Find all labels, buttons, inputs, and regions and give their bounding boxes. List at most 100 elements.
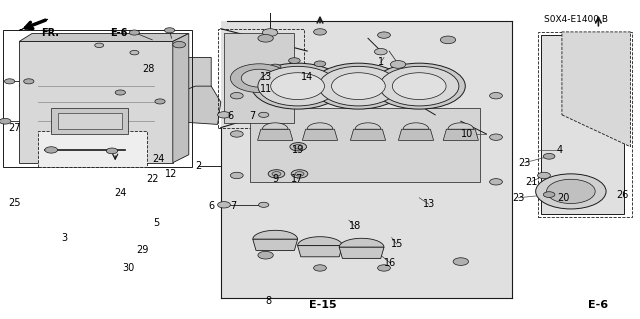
Text: 12: 12	[165, 169, 178, 179]
Circle shape	[440, 36, 456, 44]
Circle shape	[340, 75, 357, 83]
Text: 18: 18	[349, 221, 362, 232]
Polygon shape	[443, 129, 479, 140]
Circle shape	[252, 63, 344, 109]
Text: 23: 23	[518, 158, 531, 168]
Circle shape	[155, 99, 165, 104]
Circle shape	[230, 64, 288, 93]
Polygon shape	[19, 33, 189, 41]
Circle shape	[268, 170, 285, 178]
Text: E-6: E-6	[109, 28, 127, 39]
Polygon shape	[170, 86, 221, 124]
Text: 24: 24	[114, 188, 127, 198]
Polygon shape	[562, 32, 630, 147]
Circle shape	[538, 172, 550, 179]
Text: E-15: E-15	[309, 300, 337, 310]
Polygon shape	[173, 33, 189, 163]
Circle shape	[290, 143, 307, 151]
Circle shape	[312, 63, 404, 109]
Circle shape	[490, 134, 502, 140]
Text: 15: 15	[390, 239, 403, 249]
Bar	[3, 30, 192, 167]
Text: 28: 28	[142, 63, 155, 74]
Circle shape	[258, 34, 273, 42]
Circle shape	[115, 90, 125, 95]
Circle shape	[289, 58, 300, 63]
Polygon shape	[302, 129, 338, 140]
Bar	[541, 35, 624, 214]
Circle shape	[378, 265, 390, 271]
Text: 7: 7	[230, 201, 237, 211]
Circle shape	[390, 61, 406, 68]
Polygon shape	[253, 230, 298, 239]
Text: 11: 11	[259, 84, 272, 94]
Polygon shape	[298, 246, 342, 257]
Circle shape	[314, 29, 326, 35]
Text: 3: 3	[61, 233, 67, 243]
Circle shape	[106, 148, 118, 154]
Polygon shape	[51, 108, 128, 134]
Circle shape	[230, 93, 243, 99]
Text: 23: 23	[512, 193, 525, 203]
Circle shape	[543, 153, 555, 159]
Polygon shape	[19, 70, 131, 99]
Text: 25: 25	[8, 197, 20, 208]
Polygon shape	[298, 237, 342, 246]
Circle shape	[259, 112, 269, 117]
Circle shape	[0, 118, 11, 124]
Circle shape	[130, 50, 139, 55]
Circle shape	[294, 145, 303, 149]
Circle shape	[547, 179, 595, 204]
Circle shape	[271, 73, 324, 100]
Circle shape	[319, 66, 398, 106]
Text: 9: 9	[272, 174, 278, 184]
Circle shape	[314, 61, 326, 67]
Text: FR.: FR.	[42, 28, 60, 39]
Polygon shape	[147, 57, 211, 99]
Text: 2: 2	[195, 161, 202, 171]
Text: 16: 16	[384, 258, 397, 268]
Circle shape	[218, 202, 230, 208]
Text: S0X4-E1400 B: S0X4-E1400 B	[544, 15, 608, 24]
Circle shape	[291, 170, 308, 178]
Polygon shape	[224, 33, 294, 123]
Bar	[218, 29, 304, 128]
Polygon shape	[339, 238, 384, 247]
Circle shape	[392, 73, 446, 100]
Polygon shape	[257, 129, 293, 140]
Circle shape	[258, 251, 273, 259]
Polygon shape	[448, 123, 474, 129]
Text: 21: 21	[525, 177, 538, 187]
Circle shape	[536, 174, 606, 209]
Text: E-6: E-6	[588, 300, 609, 310]
Polygon shape	[403, 123, 429, 129]
Text: 6: 6	[208, 201, 214, 211]
Text: 22: 22	[146, 174, 159, 184]
Text: 17: 17	[291, 174, 304, 184]
Circle shape	[230, 131, 243, 137]
Polygon shape	[339, 247, 384, 258]
Text: 8: 8	[266, 296, 272, 307]
Circle shape	[272, 172, 281, 176]
Circle shape	[453, 258, 468, 265]
Circle shape	[543, 192, 555, 197]
Circle shape	[374, 48, 387, 55]
Circle shape	[269, 64, 281, 70]
Polygon shape	[307, 123, 333, 129]
Polygon shape	[398, 129, 434, 140]
Text: 10: 10	[461, 129, 474, 139]
Circle shape	[45, 147, 58, 153]
Circle shape	[397, 92, 410, 98]
Text: 5: 5	[154, 218, 160, 228]
Bar	[38, 131, 147, 167]
Polygon shape	[19, 41, 173, 163]
Polygon shape	[541, 35, 624, 214]
Text: 26: 26	[616, 189, 628, 200]
Polygon shape	[221, 21, 512, 298]
Circle shape	[380, 66, 459, 106]
Circle shape	[373, 63, 465, 109]
Text: 14: 14	[301, 71, 314, 82]
Circle shape	[24, 79, 34, 84]
Text: 19: 19	[291, 145, 304, 155]
Polygon shape	[351, 129, 385, 140]
